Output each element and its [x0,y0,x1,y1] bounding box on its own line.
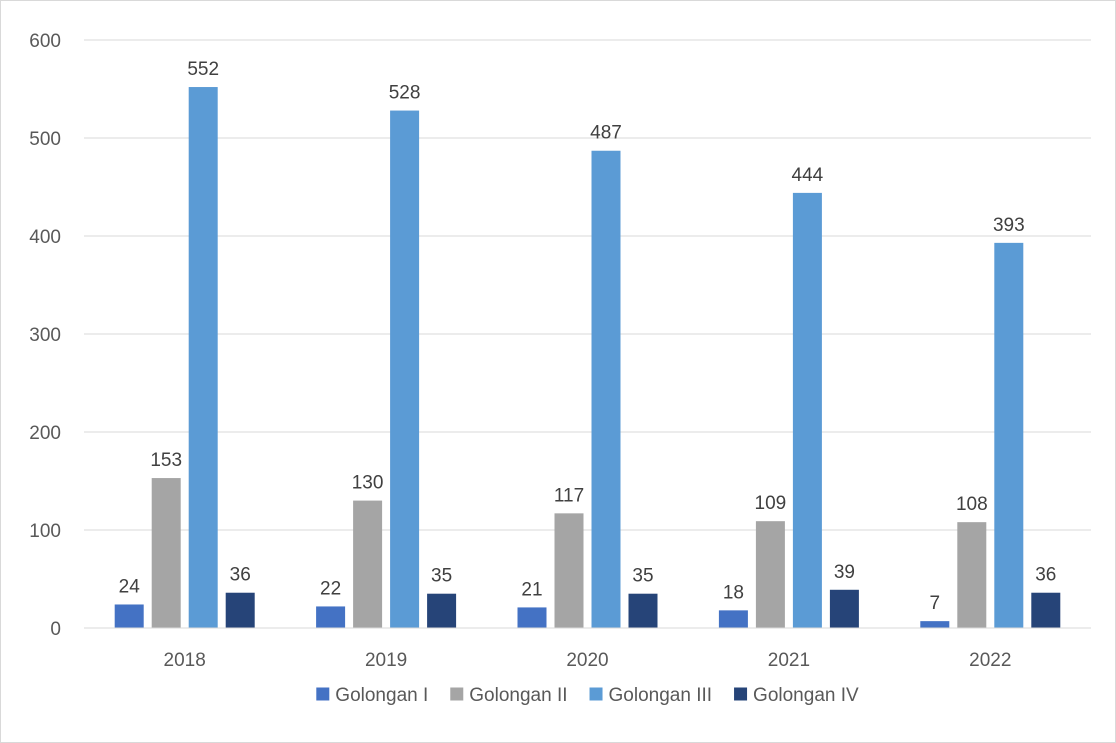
legend-swatch [589,687,603,701]
data-label: 552 [187,59,219,80]
y-tick-label: 400 [29,227,61,248]
data-label: 117 [554,485,584,506]
y-tick-label: 500 [29,129,61,150]
bar [718,610,748,628]
bar [829,589,859,628]
data-label: 18 [723,582,744,603]
bar [390,110,420,628]
data-label: 35 [632,566,653,587]
legend-swatch [734,687,748,701]
legend-label: Golongan IV [753,685,859,706]
axes: 0 100 200 300 400 500 600 2018 2019 2020 2021 2022 [29,31,1091,671]
bar [353,500,383,628]
legend-label: Golongan III [609,685,713,706]
bar [755,521,785,628]
bar [316,606,346,628]
x-tick-label: 2019 [365,650,407,671]
bar [628,593,658,628]
data-label: 35 [431,566,452,587]
legend-label: Golongan I [335,685,428,706]
x-tick-label: 2018 [164,650,206,671]
bar [591,150,621,629]
legend-swatch [450,687,464,701]
data-label: 108 [956,494,988,515]
data-label: 24 [119,576,141,597]
y-tick-label: 600 [29,31,61,52]
data-label: 36 [230,565,251,586]
data-label: 528 [389,83,421,104]
data-labels: 24 153 552 36 22 130 528 35 21 117 487 35 18 109 444 39… [119,59,1057,614]
bars [114,87,1061,629]
data-label: 153 [150,450,182,471]
x-tick-label: 2021 [768,650,810,671]
bar [114,604,144,628]
legend: Golongan I Golongan II Golongan III Golonga… [316,685,859,706]
y-tick-label: 0 [50,619,61,640]
data-label: 36 [1035,565,1056,586]
data-label: 7 [930,593,941,614]
legend-label: Golongan II [469,685,567,706]
bar [792,192,822,628]
legend-swatch [316,687,330,701]
bar [427,593,457,628]
y-tick-label: 200 [29,423,61,444]
data-label: 39 [834,562,855,583]
bar [554,513,584,628]
data-label: 22 [320,578,341,599]
bar [994,242,1024,629]
y-tick-label: 300 [29,325,61,346]
data-label: 444 [792,165,824,186]
data-label: 109 [755,493,787,514]
y-tick-label: 100 [29,521,61,542]
bar [920,621,950,628]
x-tick-label: 2020 [566,650,608,671]
bar [225,592,255,628]
bar [151,478,181,628]
bar [1031,592,1061,628]
bar [188,87,218,629]
data-label: 130 [352,473,384,494]
gridlines [84,39,1091,531]
data-label: 21 [521,579,542,600]
x-tick-label: 2022 [969,650,1011,671]
data-label: 487 [590,123,622,144]
bar [517,607,547,628]
data-label: 393 [993,215,1025,236]
bar [957,522,987,628]
